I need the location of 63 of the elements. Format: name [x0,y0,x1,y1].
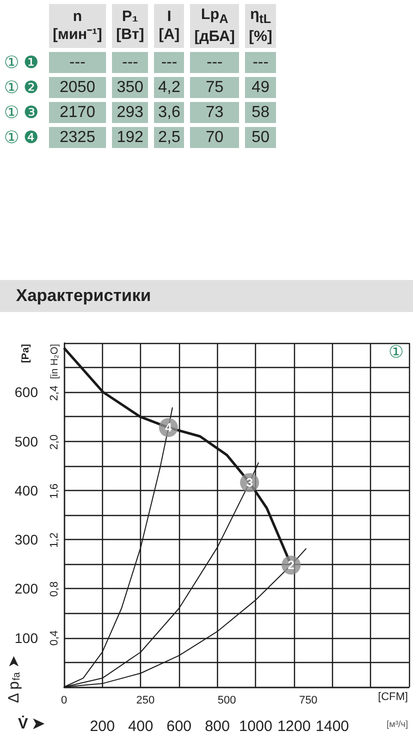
x-tick-label: 400 [128,718,154,735]
x2-axis-title: [CFM] [378,691,408,703]
y-axis-title: [Pa] [20,344,32,363]
y2-tick-label: 1,2 [48,532,60,548]
annotation: 3 [246,476,254,490]
data-label: --- [244,52,276,73]
data-label: 192 [112,127,148,148]
annotation: ① [388,342,404,362]
category-label: P₁ [Вт] [112,4,148,48]
data-label: 58 [244,102,276,123]
data-label: 2170 [48,102,106,123]
y-tick-label: 100 [14,630,38,646]
annotation: 2 [288,558,295,572]
y2-tick-label: 2,0 [48,434,60,450]
x2-tick-label: 250 [136,694,155,706]
data-label: 75 [190,77,239,98]
x-tick-label: 1200 [277,718,311,735]
category-label: Lp$_{A}$ [дБА] [190,4,239,48]
x2-tick-label: 500 [218,694,236,706]
y2-axis-title: [in H₂O] [50,344,60,379]
data-label: 70 [190,127,239,148]
y-tick-label: 500 [14,433,38,450]
text: V̇ ➤ [18,715,46,732]
x-axis-title: [м³/ч] [386,719,408,729]
data-label: --- [154,52,184,73]
data-label: --- [190,52,239,73]
data-label: 350 [112,77,148,98]
text: Δ pfa ➤ [6,654,22,703]
y2-tick-label: 1,6 [48,483,60,499]
data-label: 2,5 [154,127,184,148]
series-label: ① ❹ [3,127,40,148]
data-label: --- [112,52,148,73]
chart-title: Характеристики [0,280,413,312]
data-label: 3,6 [154,102,184,123]
y2-tick-label: 2,4 [48,386,60,401]
y-tick-label: 300 [14,532,38,548]
x-tick-label: 600 [166,718,192,735]
x-tick-label: 200 [90,718,115,735]
x2-tick-label: 750 [299,694,318,706]
category-label: n [мин⁻¹] [48,4,106,48]
x-tick-label: 1000 [238,718,272,735]
y2-tick-label: 0,8 [48,581,60,597]
data-label: 49 [244,77,276,98]
legend-label: ① ❶ [3,52,40,73]
data-label: 4,2 [154,77,184,98]
data-label: 50 [244,127,276,148]
data-label: --- [48,52,106,73]
y-tick-label: 400 [14,482,38,498]
series-label: ① ❸ [3,102,40,123]
x-tick-label: 800 [204,718,230,735]
data-label: 73 [190,102,239,123]
series-label: ① ❷ [3,77,40,98]
data-label: 2050 [48,77,106,98]
y-tick-label: 600 [14,384,38,400]
x2-tick-label: 0 [60,694,68,706]
category-label: I [А] [154,4,184,48]
annotation: 4 [165,420,172,435]
data-label: 2325 [48,127,106,148]
y-tick-label: 200 [14,580,38,597]
category-label: η$_{tL}$ [%] [244,4,276,48]
x-tick-label: 1400 [316,718,350,735]
data-label: 293 [112,102,148,123]
y2-tick-label: 0,4 [48,630,60,646]
